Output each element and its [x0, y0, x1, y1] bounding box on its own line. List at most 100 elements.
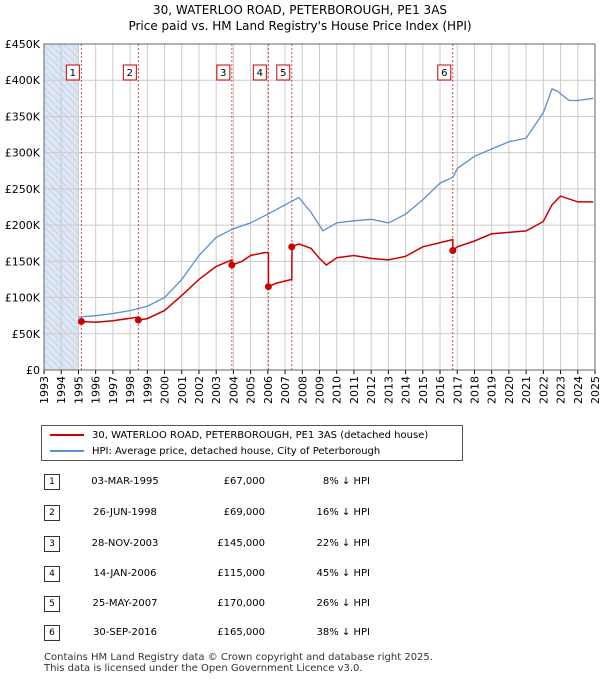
table-row: 2 26-JUN-1998 £69,000 16% ↓ HPI	[0, 503, 600, 523]
x-tick-label: 2004	[227, 376, 240, 404]
hatch-line	[44, 198, 79, 235]
hatch-line	[44, 366, 48, 370]
hatch-line	[44, 191, 79, 228]
x-tick-label: 2014	[400, 376, 413, 404]
footer-line-1: Contains HM Land Registry data © Crown c…	[44, 652, 433, 663]
row-hpi: 16% ↓ HPI	[316, 507, 370, 518]
legend-swatch-red	[50, 434, 84, 436]
row-number: 3	[44, 536, 60, 552]
legend-label-blue: HPI: Average price, detached house, City…	[92, 446, 381, 457]
x-tick-label: 2001	[176, 376, 189, 404]
row-price: £170,000	[217, 598, 265, 609]
y-tick-label: £150K	[5, 255, 41, 268]
row-hpi: 8% ↓ HPI	[322, 476, 370, 487]
x-tick-label: 2010	[331, 376, 344, 404]
y-tick-label: £200K	[5, 219, 41, 232]
x-tick-label: 1999	[141, 376, 154, 404]
sale-label-box	[122, 64, 137, 81]
row-date: 03-MAR-1995	[91, 476, 159, 487]
hpi-series-line	[78, 88, 594, 318]
x-tick-label: 1995	[72, 376, 85, 404]
legend-item-blue: HPI: Average price, detached house, City…	[50, 444, 380, 460]
row-number: 2	[44, 505, 60, 521]
hatch-line	[0, 44, 33, 370]
hatch-line	[44, 86, 79, 123]
table-row: 3 28-NOV-2003 £145,000 22% ↓ HPI	[0, 534, 600, 554]
x-tick-label: 2005	[245, 376, 258, 404]
x-tick-label: 2018	[468, 376, 481, 404]
sale-label-number: 4	[257, 68, 263, 79]
row-price: £67,000	[223, 476, 265, 487]
table-row: 1 03-MAR-1995 £67,000 8% ↓ HPI	[0, 472, 600, 492]
x-tick-label: 2012	[365, 376, 378, 404]
y-tick-label: £300K	[5, 147, 41, 160]
sale-label-number: 6	[441, 68, 447, 79]
row-date: 30-SEP-2016	[93, 627, 157, 638]
price-series-line	[81, 195, 594, 323]
hatch-line	[44, 184, 79, 221]
hatch-line	[44, 65, 79, 102]
row-number: 5	[44, 596, 60, 612]
legend-item-red: 30, WATERLOO ROAD, PETERBOROUGH, PE1 3AS…	[50, 428, 428, 444]
plot-frame	[43, 43, 596, 371]
title-line-1: 30, WATERLOO ROAD, PETERBOROUGH, PE1 3AS	[152, 3, 448, 17]
row-price: £145,000	[217, 538, 265, 549]
sale-label-box	[216, 64, 231, 81]
x-tick-label: 1998	[124, 376, 137, 404]
row-hpi: 45% ↓ HPI	[316, 568, 370, 579]
x-tick-label: 2011	[348, 376, 361, 404]
footer-line-2: This data is licensed under the Open Gov…	[44, 663, 363, 674]
row-price: £69,000	[223, 507, 265, 518]
x-tick-label: 2025	[589, 376, 600, 404]
y-tick-label: £450K	[5, 38, 41, 51]
sale-label-number: 1	[70, 68, 76, 79]
y-tick-label: £350K	[5, 110, 41, 123]
sale-label-box	[65, 64, 80, 81]
sale-label-number: 2	[127, 68, 133, 79]
x-tick-label: 2000	[159, 376, 172, 404]
hatch-line	[44, 93, 79, 130]
hatch-group	[0, 44, 79, 370]
table-row: 6 30-SEP-2016 £165,000 38% ↓ HPI	[0, 623, 600, 643]
sale-point	[77, 317, 85, 325]
row-date: 25-MAY-2007	[92, 598, 158, 609]
sale-label-box	[252, 64, 267, 81]
row-price: £115,000	[217, 568, 265, 579]
x-tick-label: 2008	[296, 376, 309, 404]
table-row: 4 14-JAN-2006 £115,000 45% ↓ HPI	[0, 564, 600, 584]
chart-title: 30, WATERLOO ROAD, PETERBOROUGH, PE1 3AS…	[0, 2, 600, 34]
row-hpi: 22% ↓ HPI	[316, 538, 370, 549]
hatch-line	[44, 282, 79, 319]
y-tick-label: £50K	[12, 328, 41, 341]
x-tick-label: 2023	[555, 376, 568, 404]
hatch-line	[44, 296, 79, 333]
row-date: 28-NOV-2003	[91, 538, 159, 549]
x-tick-label: 2002	[193, 376, 206, 404]
hatch-line	[44, 205, 79, 242]
x-tick-label: 2013	[382, 376, 395, 404]
sale-label-box	[276, 64, 291, 81]
hatch-line	[0, 44, 26, 370]
sale-label-number: 5	[280, 68, 286, 79]
x-tick-label: 2009	[314, 376, 327, 404]
table-row: 5 25-MAY-2007 £170,000 26% ↓ HPI	[0, 594, 600, 614]
x-tick-label: 2006	[262, 376, 275, 404]
x-tick-label: 2021	[520, 376, 533, 404]
x-tick-label: 2016	[434, 376, 447, 404]
x-tick-label: 2024	[572, 376, 585, 404]
row-number: 1	[44, 474, 60, 490]
row-number: 6	[44, 625, 60, 641]
row-date: 26-JUN-1998	[93, 507, 157, 518]
hatch-line	[44, 177, 79, 214]
sale-point	[449, 246, 457, 254]
footer: Contains HM Land Registry data © Crown c…	[44, 652, 433, 674]
sale-label-box	[437, 64, 452, 81]
sale-point	[264, 283, 272, 291]
y-tick-label: £0	[26, 364, 40, 377]
x-tick-label: 2017	[451, 376, 464, 404]
row-price: £165,000	[217, 627, 265, 638]
hatch-line	[44, 289, 79, 326]
x-tick-label: 1996	[90, 376, 103, 404]
hatch-line	[0, 44, 19, 370]
row-hpi: 26% ↓ HPI	[316, 598, 370, 609]
